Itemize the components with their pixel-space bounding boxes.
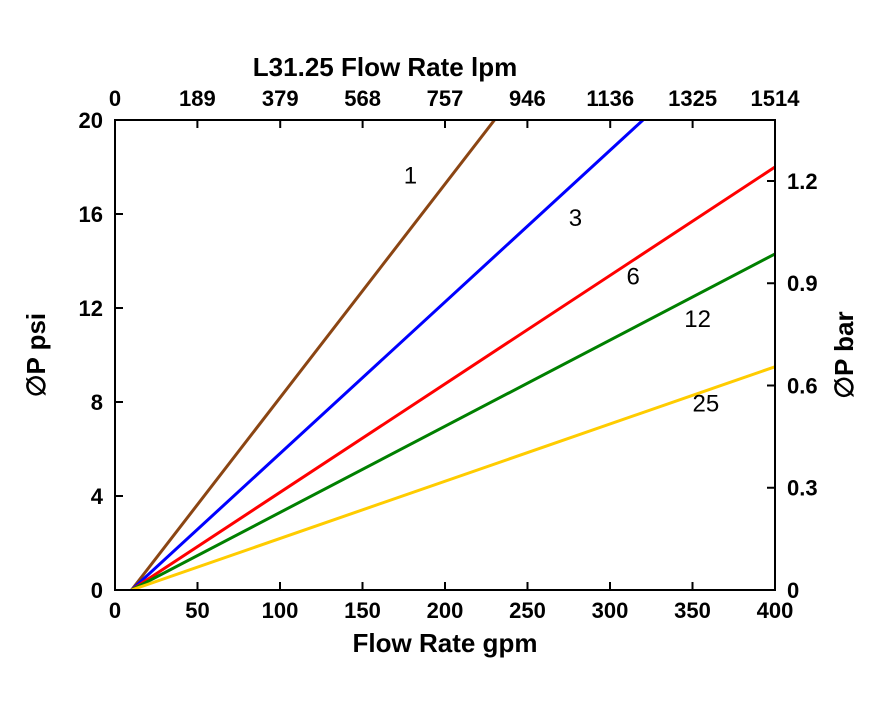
series-group (132, 120, 776, 590)
y-left-tick-label: 20 (79, 108, 103, 133)
series-label-1: 1 (404, 162, 417, 189)
x-bottom-tick-label: 350 (674, 598, 711, 623)
series-label-6: 6 (627, 264, 640, 291)
y-left-tick-label: 8 (91, 390, 103, 415)
series-label-12: 12 (684, 306, 711, 333)
x-top-tick-label: 1514 (751, 86, 801, 111)
y-right-tick-label: 1.2 (787, 169, 818, 194)
y-left-tick-label: 4 (91, 484, 104, 509)
chart-container: 0501001502002503003504000189379568757946… (0, 0, 886, 702)
series-line-25 (132, 367, 776, 590)
x-top-tick-label: 757 (427, 86, 464, 111)
x-bottom-tick-label: 300 (592, 598, 629, 623)
series-line-1 (132, 120, 495, 590)
x-top-tick-label: 1136 (586, 86, 634, 111)
x-top-tick-label: 1325 (668, 86, 717, 111)
x-bottom-tick-label: 50 (185, 598, 209, 623)
x-top-tick-label: 189 (179, 86, 216, 111)
x-top-tick-label: 568 (344, 86, 381, 111)
x-bottom-tick-label: 250 (509, 598, 546, 623)
y-right-tick-label: 0 (787, 578, 799, 603)
y-right-tick-label: 0.9 (787, 271, 818, 296)
y-left-title: ∅P psi (21, 313, 51, 397)
x-bottom-title: Flow Rate gpm (353, 628, 538, 658)
series-line-3 (132, 120, 644, 590)
y-left-tick-label: 12 (79, 296, 103, 321)
series-label-3: 3 (569, 205, 582, 232)
y-right-tick-label: 0.3 (787, 476, 818, 501)
x-bottom-tick-label: 100 (262, 598, 299, 623)
flow-rate-chart: 0501001502002503003504000189379568757946… (0, 0, 886, 702)
series-label-25: 25 (693, 390, 720, 417)
y-left-tick-label: 0 (91, 578, 103, 603)
x-bottom-tick-label: 0 (109, 598, 121, 623)
x-top-tick-label: 946 (509, 86, 546, 111)
x-bottom-tick-label: 150 (344, 598, 381, 623)
x-bottom-tick-label: 200 (427, 598, 464, 623)
series-line-12 (132, 254, 776, 590)
y-right-title: ∅P bar (829, 311, 859, 398)
y-right-tick-label: 0.6 (787, 373, 818, 398)
plot-border (115, 120, 775, 590)
series-line-6 (132, 167, 776, 590)
y-left-tick-label: 16 (79, 202, 103, 227)
x-top-tick-label: 379 (262, 86, 299, 111)
x-top-title: L31.25 Flow Rate lpm (253, 52, 517, 82)
x-top-tick-label: 0 (109, 86, 121, 111)
